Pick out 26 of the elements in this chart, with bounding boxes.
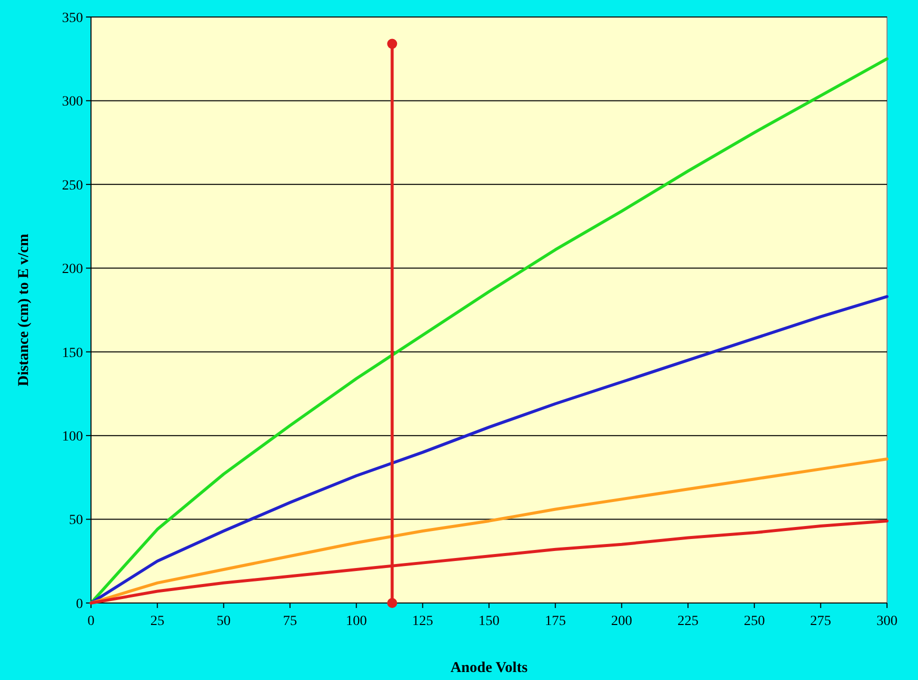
y-tick-label: 0 bbox=[76, 596, 83, 612]
y-tick-label: 150 bbox=[62, 346, 83, 361]
x-tick-label: 275 bbox=[810, 614, 832, 629]
y-tick-label: 200 bbox=[62, 262, 83, 278]
x-tick-label: 225 bbox=[678, 614, 698, 629]
x-tick-label: 125 bbox=[412, 614, 434, 629]
x-tick-label: 0 bbox=[88, 614, 94, 629]
x-tick-label: 75 bbox=[283, 614, 297, 629]
y-tick-label: 100 bbox=[62, 429, 83, 444]
x-tick-label: 250 bbox=[744, 614, 765, 629]
line-series bbox=[90, 295, 888, 604]
y-tick-label: 50 bbox=[69, 513, 83, 528]
line-series bbox=[90, 57, 888, 604]
y-tick-label: 250 bbox=[62, 178, 83, 194]
x-axis-title: Anode Volts bbox=[450, 660, 528, 676]
y-axis-title: Distance (cm) to E v/cm bbox=[16, 233, 32, 386]
x-tick-label: 300 bbox=[876, 614, 898, 629]
x-tick-label: 200 bbox=[611, 614, 632, 629]
x-tick-label: 100 bbox=[346, 614, 367, 629]
x-tick-label: 150 bbox=[478, 614, 500, 629]
y-tick-label: 350 bbox=[62, 10, 83, 26]
x-tick-label: 25 bbox=[150, 614, 164, 629]
x-tick-label: 175 bbox=[544, 614, 566, 629]
line-series bbox=[90, 458, 888, 604]
y-tick-label: 300 bbox=[62, 94, 83, 110]
x-tick-label: 50 bbox=[216, 614, 231, 629]
